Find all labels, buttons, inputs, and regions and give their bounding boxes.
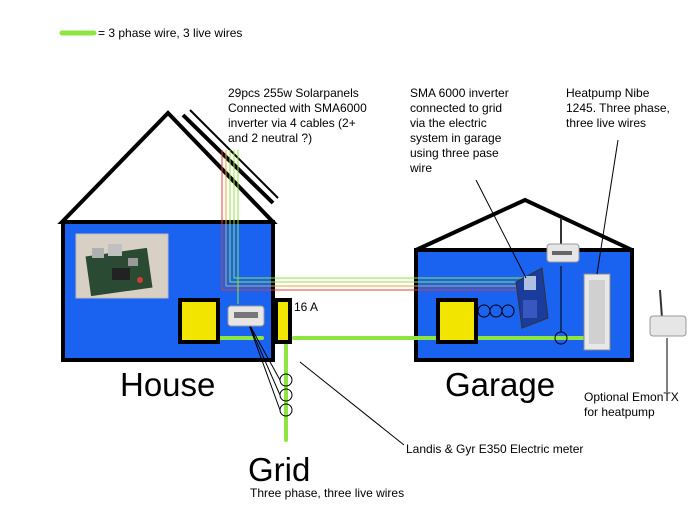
heatpump-label: Heatpump Nibe 1245. Three phase, three l… bbox=[566, 86, 670, 130]
heatpump-unit bbox=[583, 139, 619, 351]
solar-panel-label: 29pcs 255w Solarpanels Connected with SM… bbox=[228, 86, 367, 145]
garage-ct-clamps bbox=[477, 266, 568, 345]
meter-ct-clamps bbox=[247, 321, 405, 446]
meter-label: Landis & Gyr E350 Electric meter bbox=[406, 442, 584, 456]
emon-base-device bbox=[227, 305, 265, 327]
sma-inverter bbox=[515, 267, 549, 329]
fuse-label: 16 A bbox=[294, 300, 319, 314]
solar-panel-line-a bbox=[181, 113, 275, 205]
solar-cables bbox=[221, 150, 527, 304]
meter-box bbox=[274, 298, 292, 344]
raspberry-pi-board bbox=[75, 233, 169, 299]
garage-label: Garage bbox=[445, 366, 556, 403]
wifi-router bbox=[546, 218, 580, 263]
inverter-label: SMA 6000 inverter connected to grid via … bbox=[410, 86, 509, 175]
emontx-label: Optional EmonTX for heatpump bbox=[584, 390, 679, 419]
house-fuse-box bbox=[178, 298, 220, 344]
grid-description: Three phase, three live wires bbox=[250, 486, 405, 500]
garage-roof bbox=[415, 197, 633, 252]
garage-fuse-box bbox=[436, 298, 478, 344]
house-label: House bbox=[120, 366, 216, 403]
legend-label: = 3 phase wire, 3 live wires bbox=[98, 26, 243, 40]
emontx-device bbox=[649, 289, 687, 392]
inverter-pointer bbox=[475, 179, 527, 279]
grid-label: Grid bbox=[248, 451, 311, 488]
